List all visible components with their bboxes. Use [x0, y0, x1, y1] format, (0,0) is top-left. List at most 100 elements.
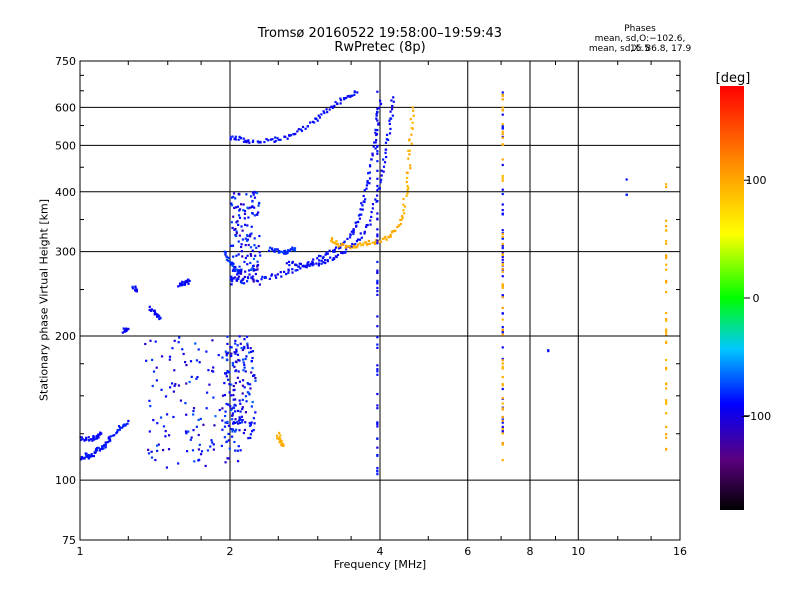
echo-point [411, 121, 414, 124]
echo-point [234, 342, 237, 345]
echo-point [390, 117, 393, 120]
echo-point [159, 416, 163, 419]
chart-subtitle: RwPretec (8p) [334, 40, 426, 55]
echo-point [376, 184, 379, 188]
echo-point [122, 425, 125, 428]
echo-point [161, 448, 165, 452]
echo-point [501, 318, 504, 321]
echo-point [388, 236, 391, 239]
echo-point [243, 282, 246, 285]
echo-point [291, 268, 294, 271]
echo-point [249, 233, 252, 236]
echo-point [665, 254, 668, 257]
echo-point [118, 428, 122, 431]
echo-point [317, 114, 320, 117]
echo-point [322, 261, 325, 264]
echo-point [232, 277, 235, 280]
echo-point [252, 139, 255, 142]
echo-point [361, 204, 364, 207]
echo-point [318, 259, 321, 262]
echo-point [232, 389, 235, 392]
echo-point [246, 280, 249, 283]
echo-point [182, 352, 185, 356]
echo-point [371, 241, 374, 244]
echo-point [256, 260, 259, 263]
echo-point [238, 399, 241, 402]
echo-point [212, 366, 215, 369]
echo-point [168, 355, 172, 358]
echo-point [406, 171, 409, 174]
echo-point [311, 260, 314, 263]
echo-point [403, 212, 406, 215]
echo-point [251, 264, 255, 268]
echo-point [501, 94, 504, 98]
echo-point [231, 412, 234, 415]
echo-point [225, 440, 229, 443]
echo-point [198, 361, 201, 364]
echo-point [328, 108, 331, 111]
echo-point [245, 234, 249, 237]
echo-point [406, 188, 409, 192]
echo-point [501, 443, 504, 446]
echo-point [368, 177, 372, 180]
echo-point [390, 108, 394, 111]
y-tick-label: 400 [55, 186, 76, 199]
echo-point [251, 400, 254, 404]
echo-point [154, 340, 157, 343]
echo-point [405, 194, 408, 197]
echo-point [192, 429, 195, 432]
echo-point [411, 106, 414, 109]
echo-point [345, 96, 348, 100]
echo-point [239, 449, 242, 452]
echo-point [92, 454, 95, 458]
echo-point [370, 158, 373, 161]
echo-point [501, 247, 504, 250]
echo-point [501, 136, 504, 139]
echo-point [193, 460, 196, 463]
echo-point [279, 138, 282, 141]
echo-point [171, 347, 174, 350]
echo-point [665, 425, 668, 428]
echo-point [280, 440, 283, 443]
echo-point [360, 236, 363, 239]
echo-point [321, 257, 324, 260]
echo-point [236, 449, 239, 452]
echo-point [385, 138, 389, 141]
echo-point [368, 171, 371, 174]
echo-point [155, 444, 159, 447]
echo-point [250, 276, 253, 279]
echo-point [148, 430, 151, 433]
echo-point [665, 291, 668, 294]
echo-point [156, 449, 159, 452]
echo-point [501, 143, 504, 146]
echo-point [501, 427, 504, 431]
echo-point [230, 354, 233, 358]
echo-point [237, 278, 240, 281]
echo-point [225, 402, 228, 406]
echo-point [268, 277, 271, 281]
y-tick-label: 750 [55, 55, 76, 68]
colorbar-tick-label: 100 [746, 174, 767, 187]
echo-point [95, 437, 99, 440]
echo-point [409, 118, 412, 121]
echo-point [246, 344, 249, 347]
echo-point [280, 442, 283, 445]
echo-point [225, 255, 229, 259]
echo-point [83, 456, 86, 459]
echo-point [299, 128, 303, 131]
echo-point [232, 406, 236, 410]
echo-point [233, 276, 237, 279]
echo-point [349, 94, 352, 97]
echo-point [376, 218, 379, 221]
echo-point [501, 188, 504, 191]
echo-point [157, 314, 160, 317]
echo-point [150, 450, 153, 453]
echo-point [501, 229, 504, 232]
echo-point [376, 407, 379, 410]
echo-point [240, 346, 243, 350]
echo-point [501, 244, 504, 247]
echo-point [92, 435, 95, 438]
echo-point [366, 223, 369, 227]
echo-point [237, 253, 240, 256]
echo-point [248, 351, 251, 354]
